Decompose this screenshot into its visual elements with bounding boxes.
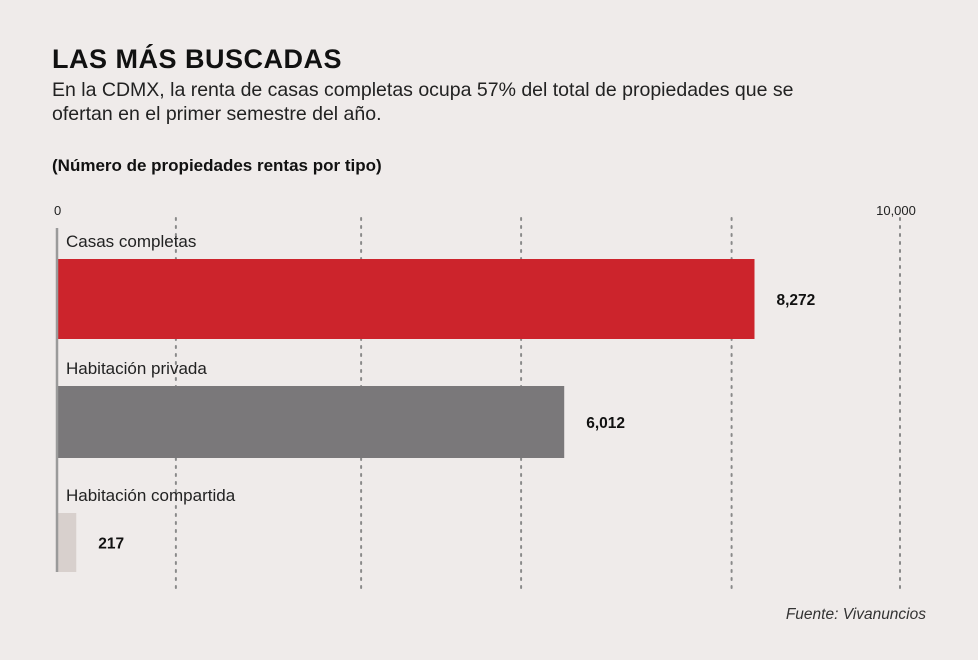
axis-tick-label-0: 0 <box>54 203 61 218</box>
bar-1 <box>58 386 565 458</box>
source-note: Fuente: Vivanuncios <box>785 606 926 623</box>
value-label-1: 6,012 <box>586 415 625 432</box>
chart-title: LAS MÁS BUSCADAS <box>52 44 343 74</box>
value-label-2: 217 <box>98 536 124 553</box>
category-label-2: Habitación compartida <box>66 486 236 505</box>
bar-2 <box>58 513 77 572</box>
axis-tick-label-1: 10,000 <box>876 203 916 218</box>
category-label-1: Habitación privada <box>66 359 207 378</box>
units-note: (Número de propiedades rentas por tipo) <box>52 156 382 175</box>
chart-subtitle: En la CDMX, la renta de casas completas … <box>52 79 794 125</box>
bar-0 <box>58 259 755 339</box>
value-label-0: 8,272 <box>777 292 816 309</box>
category-label-0: Casas completas <box>66 232 196 251</box>
